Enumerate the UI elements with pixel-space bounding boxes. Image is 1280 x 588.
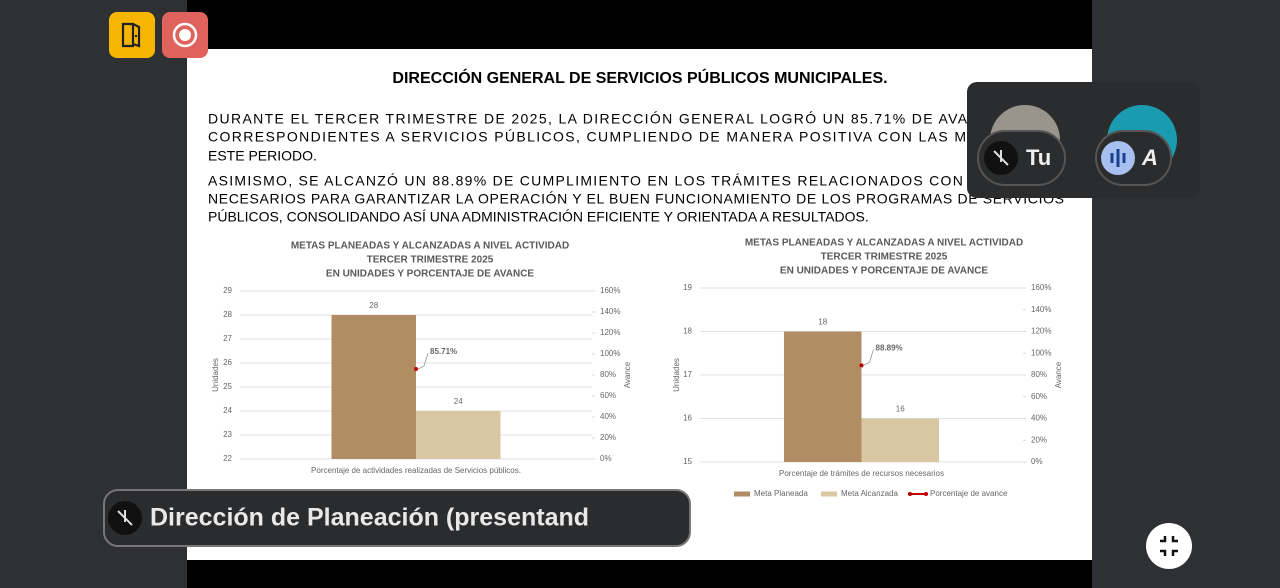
bar <box>331 315 416 459</box>
y-tick-label: 16 <box>683 414 692 423</box>
participant-name: A <box>1141 145 1158 170</box>
x-tick-label: Porcentaje de actividades realizadas de … <box>311 466 521 475</box>
y-axis-title: Unidades <box>211 358 220 392</box>
y-tick-label: 26 <box>223 358 232 367</box>
slide <box>187 49 1092 560</box>
y-tick-label: 23 <box>223 430 232 439</box>
value-label: 18 <box>818 318 827 327</box>
record-ring <box>172 22 198 48</box>
y-tick-label: 17 <box>683 370 692 379</box>
y2-tick-label: 120% <box>600 328 620 337</box>
y2-tick-label: 160% <box>1031 283 1051 292</box>
slide-title: DIRECCIÓN GENERAL DE SERVICIOS PÚBLICOS … <box>392 68 887 87</box>
line-point <box>859 363 864 368</box>
y2-tick-label: 20% <box>1031 435 1047 444</box>
value-label: 85.71% <box>430 347 457 356</box>
legend-swatch <box>821 491 837 497</box>
overlay: Tu A Dirección de Planeación (presentand <box>103 12 1200 569</box>
chart-title: TERCER TRIMESTRE 2025 <box>821 252 948 263</box>
y2-tick-label: 100% <box>600 349 620 358</box>
legend-label: Meta Planeada <box>754 489 808 498</box>
bar <box>861 418 940 462</box>
speaking-bars <box>1110 149 1126 167</box>
paragraph-line: NECESARIOS PARA GARANTIZAR LA OPERACIÓN … <box>208 191 1064 207</box>
y2-axis-title: Avance <box>623 361 632 388</box>
y-tick-label: 27 <box>223 334 232 343</box>
y2-tick-label: 60% <box>1031 392 1047 401</box>
y-tick-label: 24 <box>223 406 232 415</box>
y2-tick-label: 160% <box>600 286 620 295</box>
y-tick-label: 15 <box>683 457 692 466</box>
legend-swatch <box>924 492 928 496</box>
presenter-banner <box>103 489 691 547</box>
paragraph-line: ESTE PERIODO. <box>208 148 317 164</box>
paragraph-line: DURANTE EL TERCER TRIMESTRE DE 2025, LA … <box>208 111 1064 127</box>
chart-title: EN UNIDADES Y PORCENTAJE DE AVANCE <box>326 269 535 280</box>
paragraph-line: CORRESPONDIENTES A SERVICIOS PÚBLICOS, C… <box>208 129 1064 145</box>
mic-slash <box>117 510 133 526</box>
x-tick-label: Porcentaje de trámites de recursos neces… <box>779 469 944 478</box>
slide-text: DURANTE EL TERCER TRIMESTRE DE 2025, LA … <box>208 111 1064 225</box>
y2-tick-label: 140% <box>1031 305 1051 314</box>
chart-title: EN UNIDADES Y PORCENTAJE DE AVANCE <box>780 266 989 277</box>
chart-title: METAS PLANEADAS Y ALCANZADAS A NIVEL ACT… <box>745 238 1023 249</box>
chart-title: TERCER TRIMESTRE 2025 <box>367 255 494 266</box>
y-tick-label: 22 <box>223 454 232 463</box>
y-tick-label: 29 <box>223 286 232 295</box>
legend-swatch <box>734 491 750 497</box>
door-icon <box>121 22 141 48</box>
charts: METAS PLANEADAS Y ALCANZADAS A NIVEL ACT… <box>211 238 1063 498</box>
label-leader <box>863 349 874 366</box>
mic-slash <box>993 150 1009 166</box>
y-tick-label: 19 <box>683 283 692 292</box>
y2-tick-label: 0% <box>1031 457 1043 466</box>
y2-axis-title: Avance <box>1054 361 1063 388</box>
exit-fullscreen-icon <box>1160 536 1178 556</box>
y2-tick-label: 80% <box>600 370 616 379</box>
label-leader <box>417 352 429 370</box>
line-point <box>414 367 418 372</box>
y-tick-label: 25 <box>223 382 232 391</box>
y2-tick-label: 20% <box>600 433 616 442</box>
y-tick-label: 28 <box>223 310 232 319</box>
participant-name: Tu <box>1026 145 1051 170</box>
legend-swatch <box>908 492 912 496</box>
y2-tick-label: 60% <box>600 391 616 400</box>
value-label: 88.89% <box>876 343 903 352</box>
value-label: 28 <box>369 301 378 310</box>
value-label: 16 <box>896 405 905 414</box>
y2-tick-label: 100% <box>1031 348 1051 357</box>
y2-tick-label: 40% <box>600 412 616 421</box>
presenter-name: Dirección de Planeación (presentand <box>150 504 589 532</box>
bar <box>416 411 501 459</box>
y-axis-title: Unidades <box>672 358 681 392</box>
y2-tick-label: 0% <box>600 454 612 463</box>
y2-tick-label: 120% <box>1031 327 1051 336</box>
y2-tick-label: 80% <box>1031 370 1047 379</box>
y-tick-label: 18 <box>683 327 692 336</box>
value-label: 24 <box>454 397 463 406</box>
y2-tick-label: 40% <box>1031 414 1047 423</box>
paragraph-line: ASIMISMO, SE ALCANZÓ UN 88.89% DE CUMPLI… <box>208 173 1064 189</box>
legend-label: Porcentaje de avance <box>930 489 1008 498</box>
chart-title: METAS PLANEADAS Y ALCANZADAS A NIVEL ACT… <box>291 241 569 252</box>
bar <box>783 331 862 462</box>
record-dot <box>179 29 191 41</box>
exit-fullscreen-button[interactable] <box>1146 523 1192 569</box>
y2-tick-label: 140% <box>600 307 620 316</box>
legend-label: Meta Alcanzada <box>841 489 898 498</box>
paragraph-line: PÚBLICOS, CONSOLIDANDO ASÍ UNA ADMINISTR… <box>208 209 869 225</box>
